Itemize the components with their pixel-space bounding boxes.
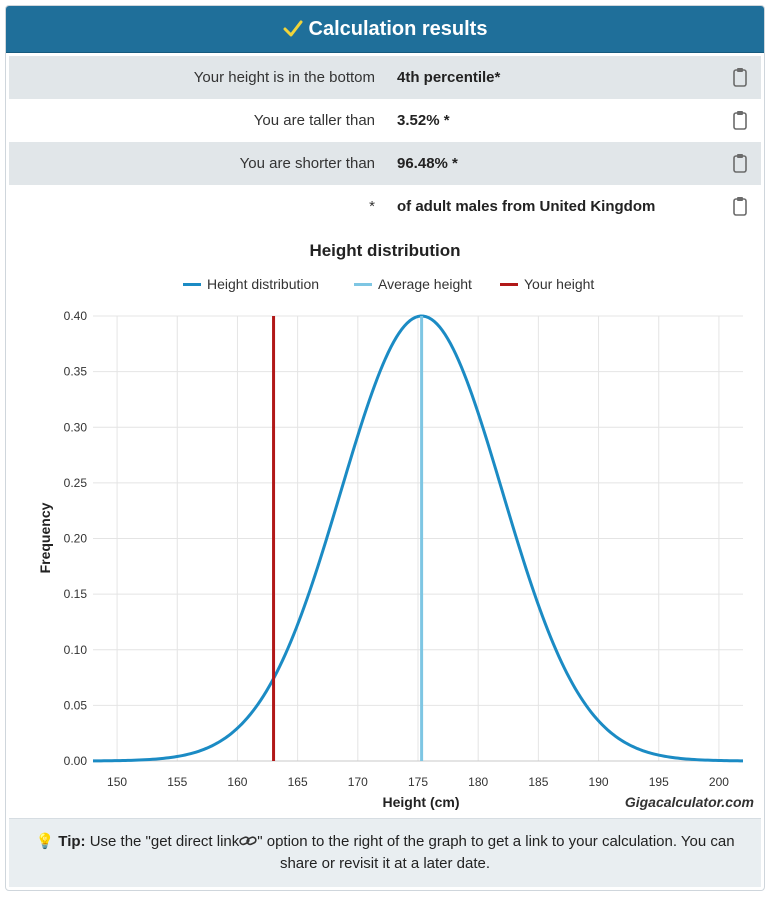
x-axis-label: Height (cm) (383, 794, 460, 810)
result-value: 3.52% * (397, 112, 450, 129)
x-tick-label: 155 (167, 775, 187, 789)
tip-prefix: Tip: (58, 833, 86, 850)
clipboard-icon[interactable] (733, 67, 747, 87)
y-tick-label: 0.30 (64, 420, 88, 434)
tip-text-before: Use the "get direct link (89, 833, 240, 850)
clipboard-icon[interactable] (733, 196, 747, 216)
distribution-curve (92, 314, 744, 763)
calculation-results-panel: Calculation results Your height is in th… (5, 5, 765, 891)
x-tick-label: 200 (709, 775, 729, 789)
y-tick-label: 0.40 (64, 309, 88, 323)
result-row-taller: You are taller than 3.52% * (9, 99, 761, 142)
y-axis-ticks: 0.00 0.05 0.10 0.15 0.20 0.25 0.30 0.35 0.40 (64, 309, 88, 768)
x-tick-label: 185 (528, 775, 548, 789)
x-tick-label: 180 (468, 775, 488, 789)
watermark-text: Gigacalculator.com (625, 794, 754, 810)
y-tick-label: 0.15 (64, 587, 88, 601)
legend-swatch (354, 283, 372, 286)
tip-text-after: " option to the right of the graph to ge… (257, 833, 735, 872)
lightbulb-icon: 💡 (35, 833, 55, 850)
y-tick-label: 0.35 (64, 365, 88, 379)
legend-item-your-height[interactable]: Your height (500, 276, 594, 292)
legend-item-average[interactable]: Average height (354, 276, 472, 292)
result-label: You are shorter than (239, 155, 375, 172)
result-label: You are taller than (253, 112, 375, 129)
legend-label: Average height (378, 276, 472, 292)
result-value: 96.48% * (397, 155, 458, 172)
height-distribution-chart: Height distribution Height distribution … (37, 241, 754, 810)
y-tick-label: 0.10 (64, 643, 88, 657)
x-tick-label: 195 (649, 775, 669, 789)
chart-title: Height distribution (309, 241, 460, 260)
legend-swatch (183, 283, 201, 286)
x-tick-label: 170 (348, 775, 368, 789)
x-tick-label: 160 (227, 775, 247, 789)
y-tick-label: 0.20 (64, 532, 88, 546)
chart-grid (93, 315, 743, 762)
x-tick-label: 150 (107, 775, 127, 789)
result-label: * (369, 198, 375, 215)
result-row-shorter: You are shorter than 96.48% * (9, 142, 761, 185)
x-tick-label: 165 (288, 775, 308, 789)
result-row-population: * of adult males from United Kingdom (9, 185, 761, 228)
result-value: 4th percentile* (397, 69, 501, 86)
check-icon (283, 20, 303, 38)
x-tick-label: 175 (408, 775, 428, 789)
y-axis-label: Frequency (37, 502, 53, 573)
result-label: Your height is in the bottom (193, 69, 375, 86)
link-icon (239, 833, 257, 850)
results-title: Calculation results (308, 17, 488, 40)
y-tick-label: 0.00 (64, 754, 88, 768)
legend-label: Height distribution (207, 276, 319, 292)
legend-item-distribution[interactable]: Height distribution (183, 276, 319, 292)
clipboard-icon[interactable] (733, 153, 747, 173)
result-row-percentile: Your height is in the bottom 4th percent… (9, 56, 761, 99)
results-table: Your height is in the bottom 4th percent… (9, 56, 761, 228)
legend-label: Your height (524, 276, 594, 292)
x-tick-label: 190 (589, 775, 609, 789)
chart-legend: Height distribution Average height Your … (183, 276, 594, 292)
results-header: Calculation results (6, 6, 764, 53)
clipboard-icon[interactable] (733, 110, 747, 130)
result-value: of adult males from United Kingdom (397, 198, 656, 215)
y-tick-label: 0.25 (64, 476, 88, 490)
legend-swatch (500, 283, 518, 286)
tip-box: 💡 Tip: Use the "get direct link " option … (9, 818, 761, 887)
x-axis-ticks: 150 155 160 165 170 175 180 185 190 195 200 (107, 775, 729, 789)
y-tick-label: 0.05 (64, 698, 88, 712)
